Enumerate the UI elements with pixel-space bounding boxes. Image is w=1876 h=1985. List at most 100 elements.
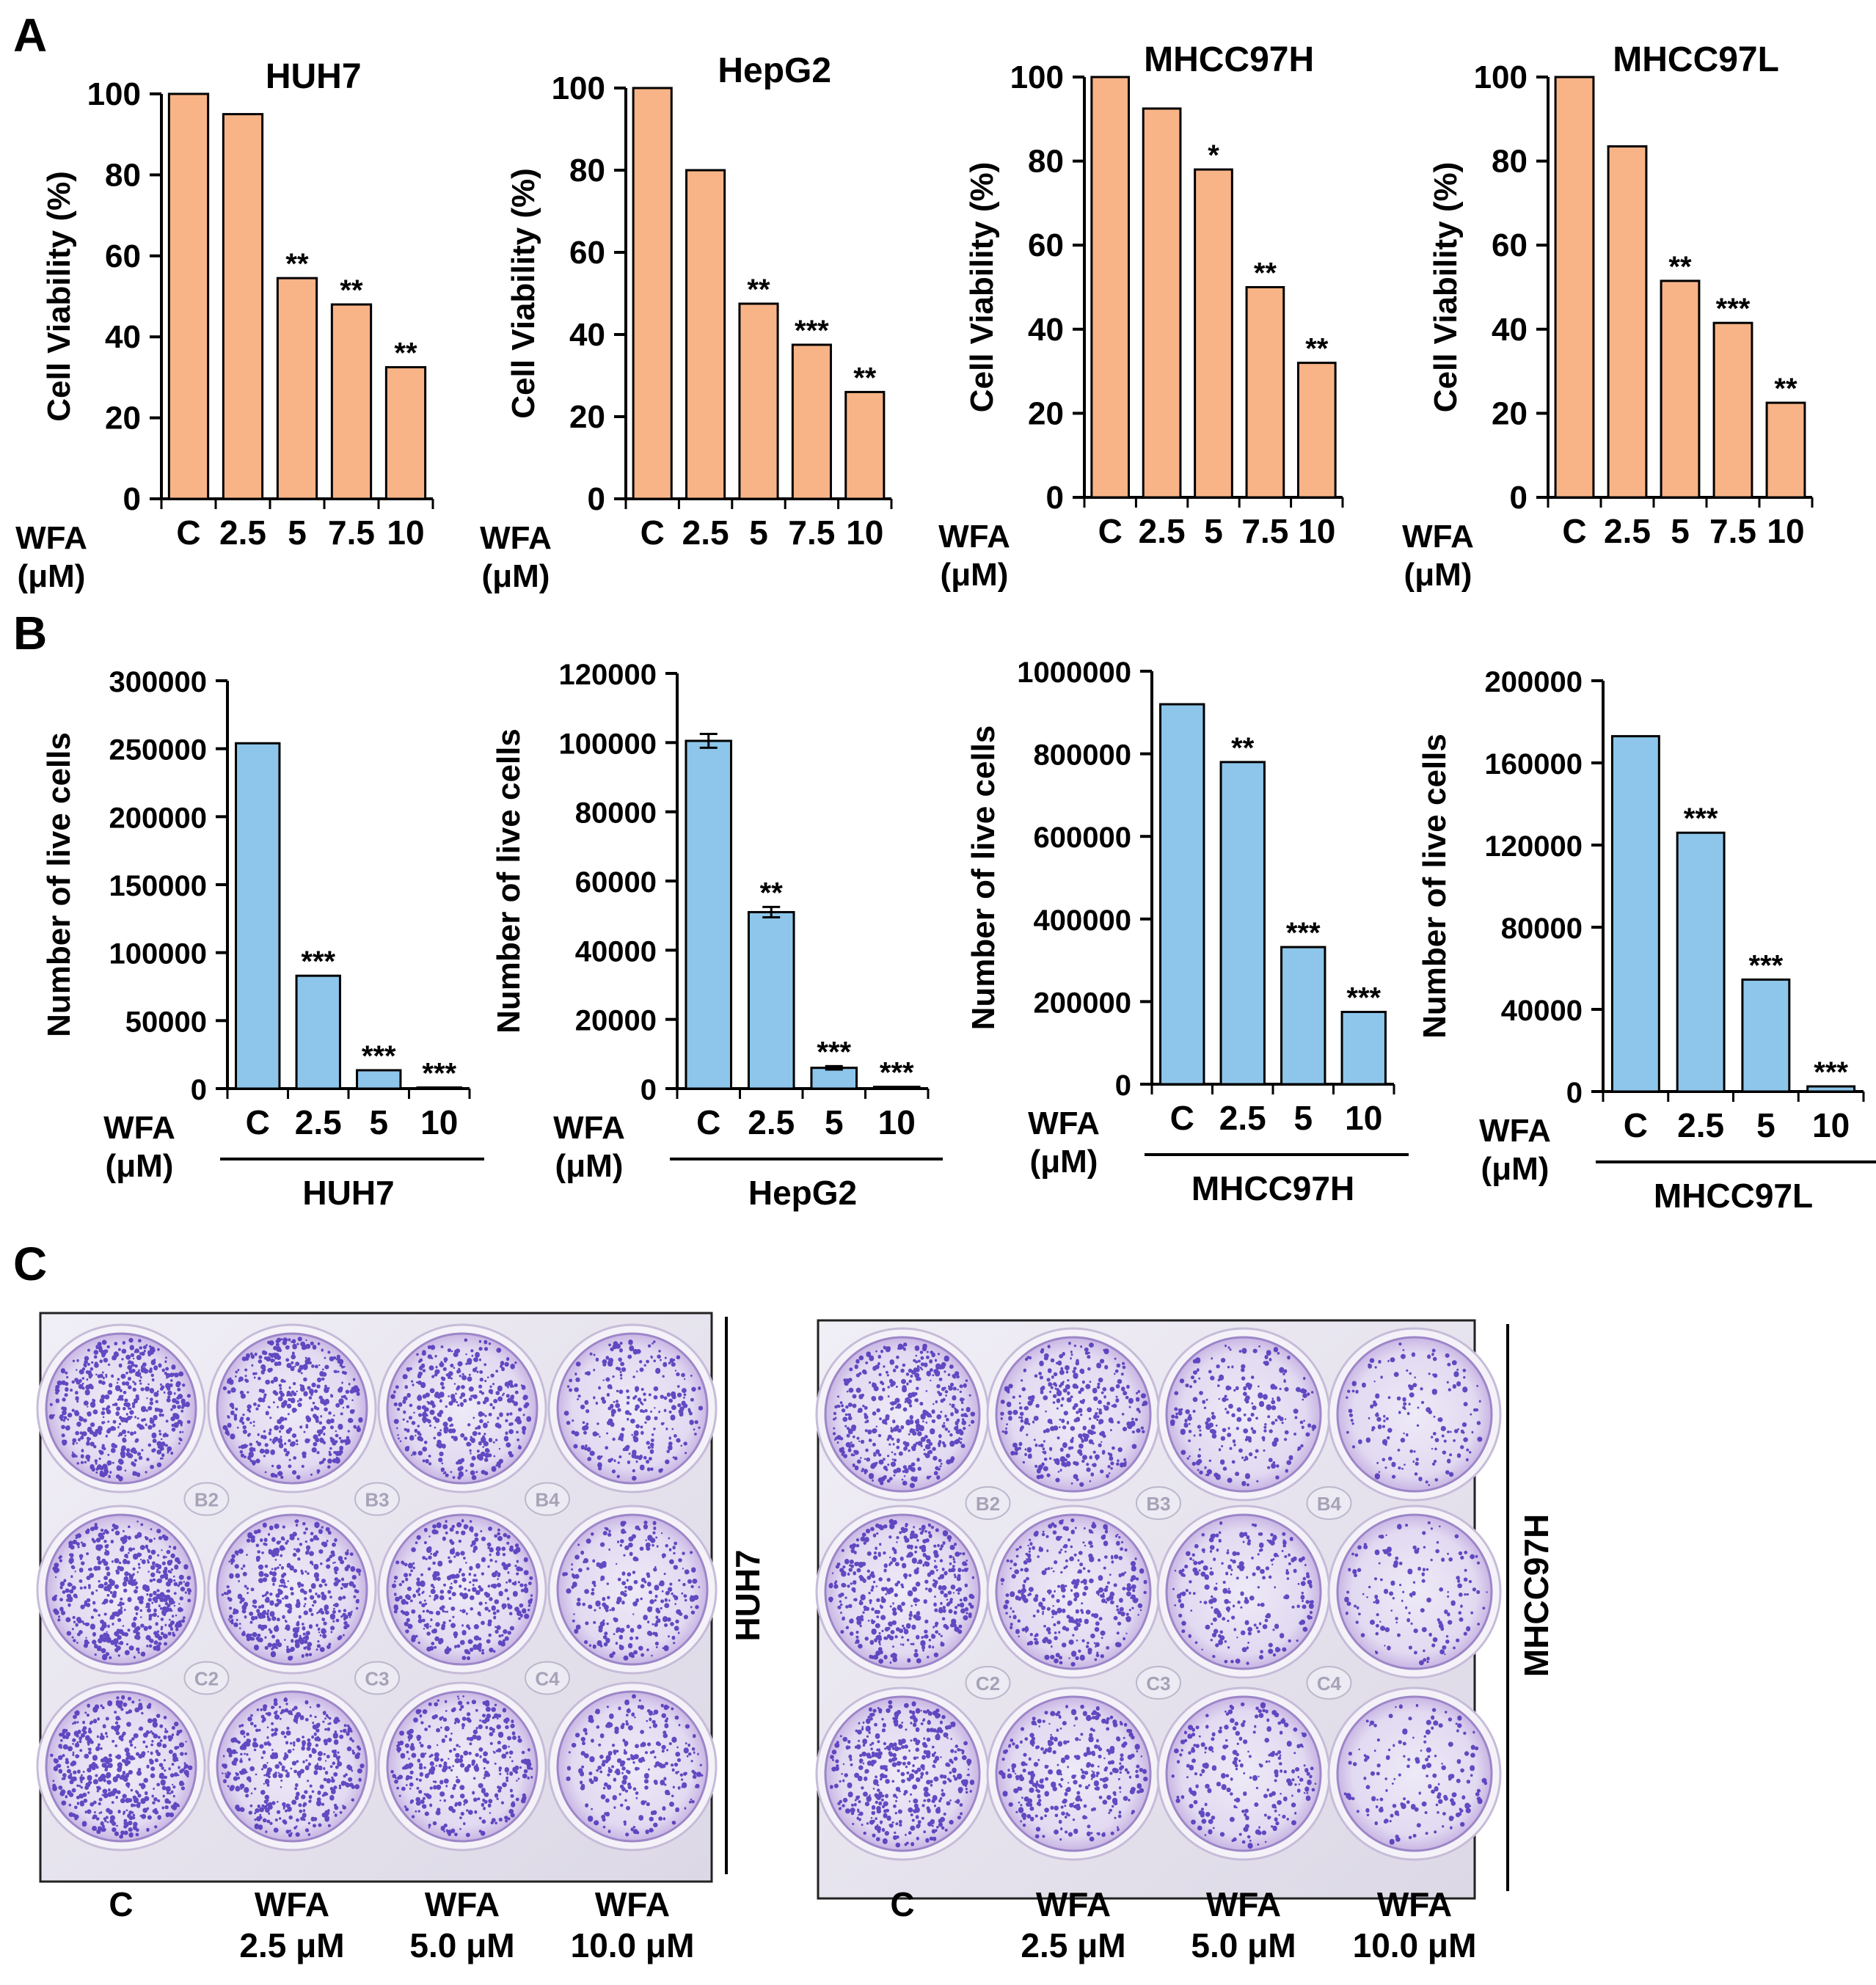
well	[207, 1505, 377, 1675]
x-tick-label: C	[640, 513, 665, 552]
x-tick-label: 5	[369, 1103, 388, 1141]
bar-7.5	[1245, 286, 1285, 499]
well-label: C4	[1317, 1673, 1342, 1695]
significance-label: **	[394, 337, 417, 370]
bar-5	[1660, 279, 1701, 499]
y-tick-label: 40	[105, 319, 141, 355]
bar-10	[872, 1086, 921, 1090]
well-inner	[995, 1695, 1152, 1852]
well-label: B4	[535, 1489, 560, 1511]
x-tick-label: 2.5	[1219, 1099, 1266, 1137]
y-tick-label: 0	[191, 1074, 207, 1106]
well-inner	[216, 1332, 368, 1485]
y-tick-label: 0	[1046, 480, 1064, 516]
y-tick-label: 200000	[109, 802, 207, 834]
y-axis-label: Cell Viability (%)	[41, 171, 77, 422]
x-tick-label: 10	[1812, 1106, 1850, 1144]
colonies	[1344, 1521, 1488, 1666]
x-prefix-wfa: WFA	[938, 519, 1010, 555]
x-prefix-wfa: WFA	[1479, 1113, 1551, 1149]
x-prefix-wfa: WFA	[553, 1110, 625, 1146]
well-inner	[1165, 1513, 1322, 1670]
significance-label: ***	[362, 1040, 396, 1072]
x-tick-label: 2.5	[1139, 512, 1186, 550]
x-prefix-unit: (μM)	[941, 557, 1009, 593]
well-inner	[1336, 1336, 1493, 1493]
well	[986, 1686, 1161, 1861]
colonies	[1172, 1521, 1314, 1665]
colonies	[50, 1695, 193, 1839]
y-tick-label: 100	[1474, 59, 1528, 95]
plate-column-label: WFA	[595, 1885, 670, 1923]
well-label-marker	[1136, 1486, 1181, 1520]
colonies	[566, 1694, 704, 1837]
y-tick-label: 80	[105, 157, 141, 193]
x-tick-label: 5	[288, 513, 307, 552]
significance-label: ***	[1286, 917, 1321, 949]
y-tick-label: 120000	[559, 659, 657, 691]
well-inner	[45, 1513, 197, 1666]
well-label-marker	[525, 1482, 570, 1516]
well-label: C2	[976, 1673, 1000, 1695]
colonies	[390, 1695, 533, 1838]
y-tick-label: 80000	[575, 797, 657, 830]
colonies	[391, 1518, 533, 1661]
y-axis-label: Cell Viability (%)	[506, 168, 541, 419]
plate-column-label: 5.0 μM	[1191, 1926, 1296, 1964]
plate-column-label: WFA	[1377, 1885, 1452, 1923]
well-label: B2	[194, 1489, 219, 1511]
x-tick-label: C	[1562, 512, 1586, 550]
bar-5	[810, 1067, 858, 1090]
well-label-marker	[965, 1486, 1011, 1520]
well-label-marker	[525, 1661, 570, 1695]
colonies	[221, 1519, 362, 1661]
x-tick-label: C	[696, 1103, 720, 1141]
x-tick-label: C	[1098, 512, 1123, 550]
x-tick-label: 10	[1298, 512, 1335, 550]
well-inner	[556, 1513, 709, 1666]
y-tick-label: 20	[105, 401, 141, 436]
y-tick-label: 60	[1492, 227, 1528, 263]
bar-2.5	[222, 113, 264, 500]
well-label: C3	[1146, 1673, 1170, 1695]
colonies	[563, 1339, 704, 1481]
significance-label: **	[1231, 732, 1255, 764]
chart-viability-huh7: 0 20 40 60 80 100 Cell Viability (%) C 2.5 ** 5 ** 7…	[15, 57, 434, 594]
bar-2.5	[1676, 831, 1726, 1093]
y-tick-label: 100	[552, 70, 605, 106]
y-tick-label: 60	[105, 238, 141, 274]
y-tick-label: 20	[1028, 395, 1064, 431]
x-tick-label: 5	[825, 1103, 844, 1141]
y-tick-label: 40	[569, 317, 605, 353]
y-tick-label: 80	[1492, 144, 1528, 180]
x-prefix-unit: (μM)	[1481, 1151, 1550, 1187]
bar-C	[1159, 703, 1205, 1086]
y-tick-label: 0	[1115, 1070, 1131, 1102]
well-label-marker	[1306, 1486, 1352, 1520]
x-tick-label: 7.5	[788, 513, 835, 552]
x-tick-label: C	[1624, 1106, 1648, 1144]
well-label: C2	[194, 1668, 219, 1690]
y-tick-label: 200000	[1485, 666, 1583, 698]
y-tick-label: 40	[1492, 312, 1528, 348]
x-tick-label: 5	[1671, 512, 1690, 550]
y-tick-label: 120000	[1485, 830, 1583, 863]
well	[1327, 1327, 1502, 1502]
y-tick-label: 0	[123, 481, 141, 517]
bar-10	[844, 390, 886, 500]
x-prefix-unit: (μM)	[482, 558, 550, 594]
x-tick-label: 2.5	[1677, 1106, 1724, 1144]
well-label-marker	[354, 1482, 400, 1516]
significance-label: ***	[1814, 1056, 1848, 1089]
bar-2.5	[295, 974, 341, 1090]
x-tick-label: 10	[420, 1103, 458, 1141]
x-tick-label: 2.5	[295, 1103, 342, 1141]
significance-label: ***	[1716, 293, 1751, 325]
x-prefix-unit: (μM)	[18, 558, 86, 594]
well	[36, 1681, 206, 1851]
significance-label: **	[340, 274, 363, 307]
well	[547, 1323, 718, 1494]
y-axis-label: Number of live cells	[41, 732, 77, 1037]
